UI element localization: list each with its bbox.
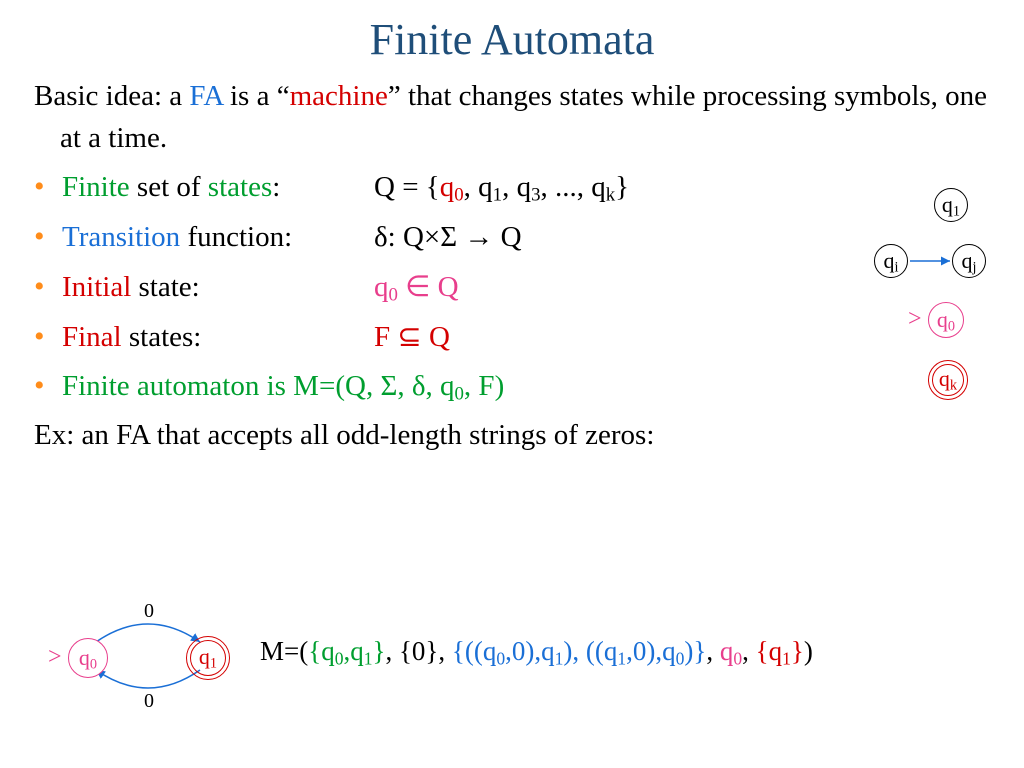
bullet-row: •Final states:F ⊆ Q	[34, 315, 990, 359]
intro-machine: machine	[290, 80, 388, 112]
bullet-icon: •	[34, 265, 62, 309]
fa-state-q0: q0	[68, 638, 108, 678]
bullet-row: •Initial state:q0 ∈ Q	[34, 265, 990, 309]
bullet-icon: •	[34, 165, 62, 209]
initial-marker-icon: >	[48, 644, 62, 671]
intro-pre: Basic idea: a	[34, 80, 189, 112]
edge-bottom-label: 0	[144, 690, 154, 713]
bullet-label: Transition function:	[62, 216, 374, 258]
state-qk-final: qk	[928, 360, 968, 400]
edge-top-label: 0	[144, 600, 154, 623]
state-q0-initial: q0	[928, 302, 964, 338]
arrow-qi-qj	[908, 252, 958, 272]
intro-paragraph: Basic idea: a FA is a “machine” that cha…	[34, 75, 990, 159]
bullet-label: Final states:	[62, 316, 374, 358]
intro-FA: FA	[189, 80, 222, 112]
state-qi: qi	[874, 244, 908, 278]
slide-body: Basic idea: a FA is a “machine” that cha…	[0, 75, 1024, 456]
bullet-label: Finite automaton is M=(Q, Σ, δ, q0, F)	[62, 365, 990, 408]
example-line: Ex: an FA that accepts all odd-length st…	[34, 414, 990, 456]
bullet-row: •Transition function:δ: Q×Σ → Q	[34, 215, 990, 259]
m-definition: M=({q0,q1}, {0}, {((q0,0),q1), ((q1,0),q…	[260, 636, 813, 669]
state-q1: q1	[934, 188, 968, 222]
bullet-row: •Finite automaton is M=(Q, Σ, δ, q0, F)	[34, 364, 990, 408]
intro-mid: is a “	[223, 80, 290, 112]
bullet-icon: •	[34, 315, 62, 359]
initial-marker-icon: >	[908, 306, 922, 333]
slide-title: Finite Automata	[0, 0, 1024, 75]
bullet-math: Q = {q0, q1, q3, ..., qk}	[374, 166, 990, 209]
bullet-label: Initial state:	[62, 266, 374, 308]
bullet-math: F ⊆ Q	[374, 316, 990, 358]
fa-state-q1-final: q1	[186, 636, 230, 680]
bullet-label: Finite set of states:	[62, 166, 374, 208]
example-fa-diagram: 0 0 > q0 q1	[48, 600, 248, 720]
bullet-icon: •	[34, 364, 62, 408]
bullet-list: •Finite set of states:Q = {q0, q1, q3, .…	[34, 165, 990, 408]
bullet-icon: •	[34, 215, 62, 259]
bullet-row: •Finite set of states:Q = {q0, q1, q3, .…	[34, 165, 990, 209]
